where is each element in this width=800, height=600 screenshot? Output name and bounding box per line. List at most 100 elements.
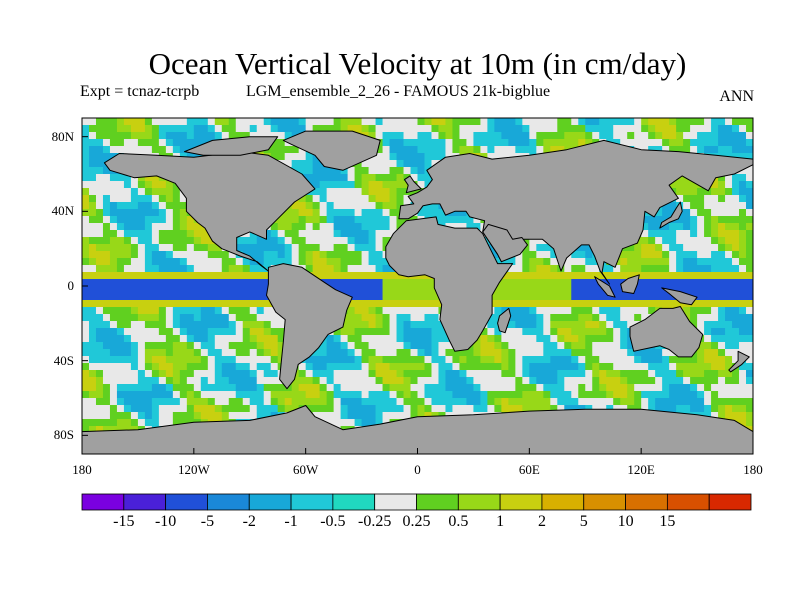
field-cell xyxy=(389,181,398,189)
field-cell xyxy=(284,391,293,399)
field-cell xyxy=(221,300,230,308)
landmass-eurasia xyxy=(398,139,753,285)
field-cell xyxy=(95,328,104,336)
field-cell xyxy=(361,412,370,420)
field-cell xyxy=(396,342,405,350)
field-cell xyxy=(466,118,475,126)
field-cell xyxy=(641,244,649,252)
field-cell xyxy=(508,349,516,357)
field-cell xyxy=(130,146,139,154)
field-cell xyxy=(88,384,97,392)
field-cell xyxy=(592,349,600,357)
field-cell xyxy=(116,349,125,357)
field-cell xyxy=(473,349,482,357)
field-cell xyxy=(550,391,558,399)
field-cell xyxy=(186,265,195,273)
field-cell xyxy=(221,265,230,273)
field-cell xyxy=(235,398,244,406)
field-cell xyxy=(746,244,753,252)
field-cell xyxy=(466,146,475,154)
field-cell xyxy=(522,391,530,399)
field-cell xyxy=(459,398,468,406)
field-cell xyxy=(249,251,258,259)
field-cell xyxy=(123,132,132,140)
field-cell xyxy=(354,244,363,252)
field-cell xyxy=(599,125,607,133)
field-cell xyxy=(445,118,454,126)
field-cell xyxy=(424,209,433,217)
field-cell xyxy=(620,258,628,266)
field-cell xyxy=(403,167,412,175)
field-cell xyxy=(130,363,139,371)
field-cell xyxy=(95,244,104,252)
field-cell xyxy=(417,167,426,175)
field-cell xyxy=(284,146,293,154)
field-cell xyxy=(102,307,111,315)
field-cell xyxy=(599,398,607,406)
field-cell xyxy=(662,258,670,266)
field-cell xyxy=(172,384,181,392)
colorbar-swatch xyxy=(81,493,125,511)
field-cell xyxy=(102,370,111,378)
field-cell xyxy=(326,188,335,196)
field-cell xyxy=(578,279,586,287)
field-cell xyxy=(389,363,398,371)
field-cell xyxy=(389,139,398,147)
field-cell xyxy=(172,412,181,420)
field-cell xyxy=(382,349,391,357)
field-cell xyxy=(704,237,712,245)
field-cell xyxy=(592,279,600,287)
field-cell xyxy=(214,251,223,259)
field-cell xyxy=(739,398,747,406)
field-cell xyxy=(361,125,370,133)
field-cell xyxy=(158,132,167,140)
field-cell xyxy=(305,251,314,259)
field-cell xyxy=(165,293,174,301)
field-cell xyxy=(312,251,321,259)
field-cell xyxy=(669,118,677,126)
field-cell xyxy=(263,125,272,133)
field-cell xyxy=(725,223,733,231)
field-cell xyxy=(536,363,544,371)
field-cell xyxy=(382,181,391,189)
field-cell xyxy=(536,286,544,294)
field-cell xyxy=(641,125,649,133)
field-cell xyxy=(368,342,377,350)
field-cell xyxy=(249,293,258,301)
field-cell xyxy=(417,370,426,378)
field-cell xyxy=(571,307,579,315)
field-cell xyxy=(200,363,209,371)
field-cell xyxy=(284,230,293,238)
field-cell xyxy=(82,146,90,154)
field-cell xyxy=(452,363,461,371)
field-cell xyxy=(312,272,321,280)
field-cell xyxy=(165,356,174,364)
field-cell xyxy=(739,286,747,294)
field-cell xyxy=(340,244,349,252)
field-cell xyxy=(732,153,740,161)
field-cell xyxy=(368,167,377,175)
field-cell xyxy=(277,146,286,154)
field-cell xyxy=(389,391,398,399)
field-cell xyxy=(396,405,405,413)
field-cell xyxy=(571,251,579,259)
field-cell xyxy=(165,363,174,371)
field-cell xyxy=(578,405,586,413)
field-cell xyxy=(746,356,753,364)
field-cell xyxy=(739,132,747,140)
field-cell xyxy=(550,279,558,287)
axis-ticks xyxy=(81,136,754,454)
field-cell xyxy=(186,307,195,315)
field-cell xyxy=(172,202,181,210)
field-cell xyxy=(102,363,111,371)
field-cell xyxy=(571,265,579,273)
colorbar-label: -15 xyxy=(113,513,135,530)
field-cell xyxy=(396,174,405,182)
field-cell xyxy=(361,300,370,308)
field-cell xyxy=(368,293,377,301)
field-cell xyxy=(88,153,97,161)
field-cell xyxy=(683,265,691,273)
field-cell xyxy=(746,153,753,161)
field-cell xyxy=(165,335,174,343)
field-cell xyxy=(578,265,586,273)
